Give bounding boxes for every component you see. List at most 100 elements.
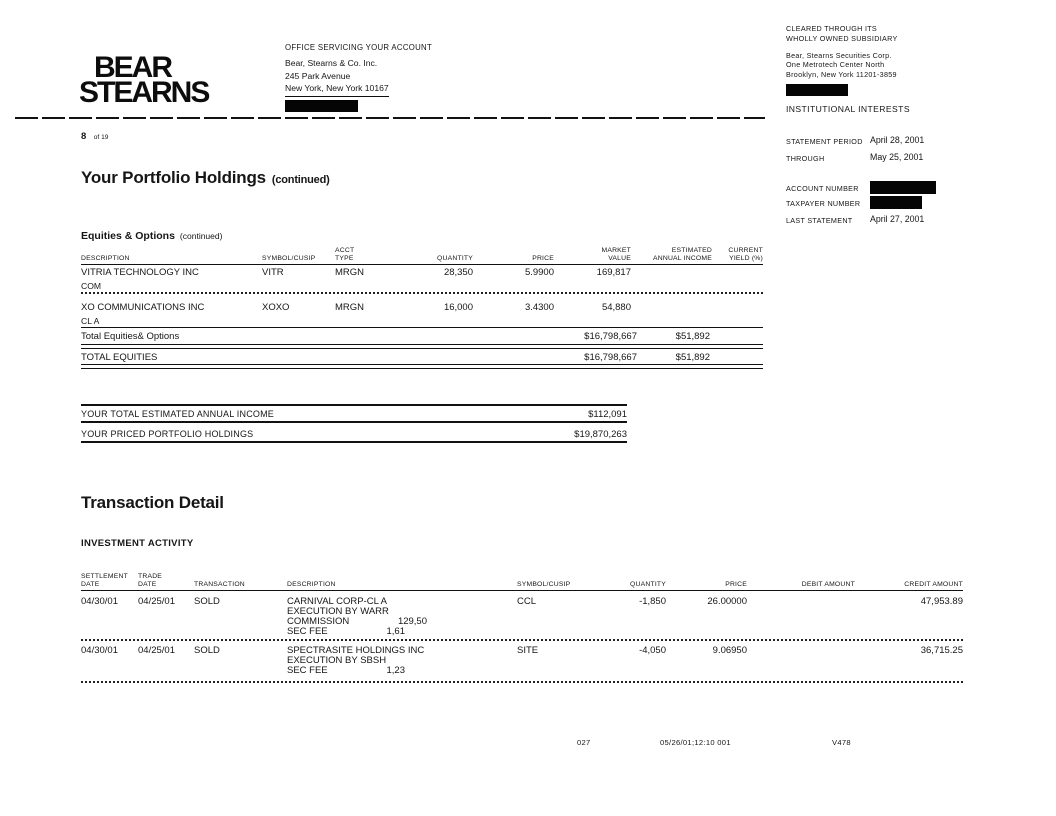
statement-period-label: STATEMENT PERIOD — [786, 137, 863, 146]
txn-trade-date: 04/25/01 — [138, 645, 175, 656]
txn-detail-label: EXECUTION BY SBSH — [287, 655, 387, 666]
holding-description: VITRIA TECHNOLOGY INC — [81, 267, 199, 278]
txn-settlement-date: 04/30/01 — [81, 596, 118, 607]
holding-description-line2: COM — [81, 281, 102, 291]
portfolio-holdings-title-suffix: (continued) — [271, 174, 330, 186]
column-header-description: DESCRIPTION — [81, 254, 130, 262]
investment-activity-label: INVESTMENT ACTIVITY — [81, 538, 194, 549]
txn-price: 26.00000 — [707, 596, 747, 607]
office-address-block: OFFICE SERVICING YOUR ACCOUNT Bear, Stea… — [285, 42, 433, 113]
txn-type: SOLD — [194, 645, 220, 656]
txn-description: SPECTRASITE HOLDINGS INC — [287, 645, 425, 656]
footer-batch-number: 027 — [577, 738, 591, 747]
summary-row-value: $112,091 — [588, 409, 627, 420]
summary-row-label: YOUR PRICED PORTFOLIO HOLDINGS — [81, 429, 254, 439]
equities-options-section: Equities & Options (continued) — [81, 230, 222, 242]
txn-quantity: -1,850 — [639, 596, 666, 607]
column-header-acct-type: ACCT TYPE — [335, 246, 355, 262]
clearing-block: CLEARED THROUGH ITS WHOLLY OWNED SUBSIDI… — [786, 24, 910, 115]
holding-symbol: VITR — [262, 267, 284, 278]
column-header-price: PRICE — [532, 254, 554, 262]
column-header-debit-amount: DEBIT AMOUNT — [801, 580, 855, 588]
column-header-description: DESCRIPTION — [287, 580, 336, 588]
holding-symbol: XOXO — [262, 302, 290, 313]
table-rule — [81, 590, 963, 592]
through-value: May 25, 2001 — [870, 152, 924, 162]
logo-line-2: STEARNS — [79, 76, 210, 109]
page-number-of: of 19 — [93, 134, 109, 141]
txn-description: CARNIVAL CORP-CL A — [287, 596, 387, 607]
holding-description-line2: CL A — [81, 316, 100, 326]
txn-price: 9.06950 — [712, 645, 747, 656]
total-equities-options-market-value: $16,798,667 — [584, 331, 637, 342]
table-rule — [81, 421, 627, 423]
redacted-bar — [870, 181, 936, 194]
clearing-address-1: One Metrotech Center North — [786, 60, 885, 70]
txn-detail-amount: 1,23 — [386, 665, 406, 676]
column-header-price: PRICE — [725, 580, 747, 588]
column-header-settlement-date: SETTLEMENT DATE — [81, 572, 128, 588]
holding-market-value: 169,817 — [596, 267, 631, 278]
txn-detail-label: EXECUTION BY WARR — [287, 606, 389, 617]
clearing-address-2: Brooklyn, New York 11201-3859 — [786, 70, 897, 80]
summary-row-label: YOUR TOTAL ESTIMATED ANNUAL INCOME — [81, 409, 274, 419]
txn-detail-label: SEC FEE — [287, 626, 328, 637]
txn-detail-label: SEC FEE — [287, 665, 328, 676]
equities-table: DESCRIPTION SYMBOL/CUSIP ACCT TYPE QUANTI… — [81, 244, 763, 369]
row-separator — [81, 681, 963, 683]
double-rule — [81, 364, 763, 369]
holding-price: 5.9900 — [524, 267, 554, 278]
redacted-bar — [786, 83, 848, 96]
txn-detail-amount: 1,61 — [386, 626, 406, 637]
column-header-trade-date: TRADE DATE — [138, 572, 163, 588]
taxpayer-number-label: TAXPAYER NUMBER — [786, 199, 861, 208]
column-header-market-value: MARKET VALUE — [601, 246, 631, 262]
table-rule — [81, 441, 627, 443]
statement-period-value: April 28, 2001 — [870, 135, 925, 145]
double-rule — [81, 344, 763, 349]
txn-type: SOLD — [194, 596, 220, 607]
office-heading: OFFICE SERVICING YOUR ACCOUNT — [285, 43, 433, 52]
column-header-current-yield: CURRENT YIELD (%) — [728, 246, 763, 262]
txn-detail-label: COMMISSION — [287, 616, 350, 627]
txn-credit: 47,953.89 — [920, 596, 963, 607]
txn-trade-date: 04/25/01 — [138, 596, 175, 607]
txn-settlement-date: 04/30/01 — [81, 645, 118, 656]
txn-detail-amount: 129,50 — [397, 616, 427, 627]
column-header-quantity: QUANTITY — [630, 580, 666, 588]
division-label: INSTITUTIONAL INTERESTS — [786, 103, 910, 114]
holding-description: XO COMMUNICATIONS INC — [81, 302, 205, 313]
last-statement-value: April 27, 2001 — [870, 214, 925, 224]
total-equities-options-annual-income: $51,892 — [675, 331, 710, 342]
table-rule — [81, 327, 763, 328]
portfolio-holdings-title: Your Portfolio Holdings (continued) — [81, 168, 330, 188]
column-header-estimated-annual-income: ESTIMATED ANNUAL INCOME — [653, 246, 712, 262]
page-number-value: 8 — [81, 131, 87, 142]
total-equities-market-value: $16,798,667 — [584, 352, 637, 363]
redacted-bar — [870, 196, 922, 209]
summary-row-value: $19,870,263 — [574, 429, 627, 440]
bear-stearns-logo: BEAR STEARNS — [79, 51, 210, 109]
row-separator — [81, 639, 963, 641]
holding-quantity: 16,000 — [443, 302, 473, 313]
transaction-detail-title: Transaction Detail — [81, 493, 224, 512]
column-header-quantity: QUANTITY — [437, 254, 473, 262]
office-line-1: Bear, Stearns & Co. Inc. — [285, 57, 378, 68]
row-separator — [81, 292, 763, 294]
portfolio-holdings-title-text: Your Portfolio Holdings — [81, 168, 266, 187]
account-number-label: ACCOUNT NUMBER — [786, 184, 859, 193]
redacted-bar — [285, 100, 358, 113]
holding-acct-type: MRGN — [335, 267, 365, 278]
office-line-2: 245 Park Avenue — [285, 70, 351, 81]
table-rule — [81, 264, 763, 266]
txn-quantity: -4,050 — [639, 645, 666, 656]
txn-credit: 36,715.25 — [920, 645, 963, 656]
footer-version-code: V478 — [832, 738, 851, 747]
clearing-line-1: CLEARED THROUGH ITS — [786, 24, 878, 33]
total-equities-label: TOTAL EQUITIES — [81, 352, 158, 363]
logo-line-1: BEAR — [94, 51, 173, 84]
holding-quantity: 28,350 — [443, 267, 473, 278]
holding-price: 3.4300 — [524, 302, 554, 313]
column-header-symbol-cusip: SYMBOL/CUSIP — [517, 580, 571, 588]
